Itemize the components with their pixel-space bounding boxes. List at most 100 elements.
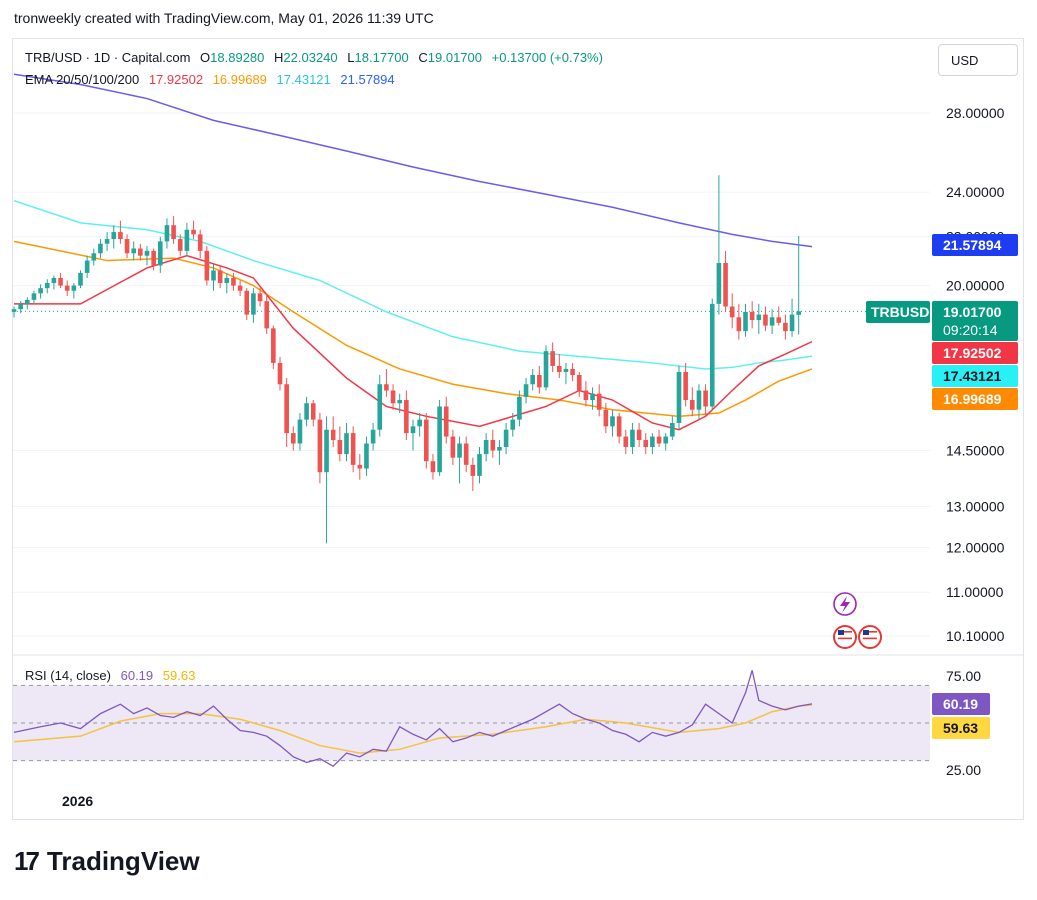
candle-body[interactable] — [377, 384, 383, 430]
candle-body[interactable] — [257, 293, 263, 302]
candle-body[interactable] — [590, 393, 595, 401]
symbol-name[interactable]: TRB/USD · 1D · Capital.com — [25, 50, 191, 65]
candle-body[interactable] — [729, 306, 735, 318]
candle-body[interactable] — [158, 241, 163, 266]
candle-body[interactable] — [264, 301, 269, 329]
ema-label[interactable]: EMA 20/50/100/200 — [25, 72, 140, 87]
candle-body[interactable] — [690, 400, 695, 410]
us-flag-event-icon[interactable] — [858, 625, 882, 649]
candle-body[interactable] — [603, 409, 609, 427]
candle-body[interactable] — [437, 406, 442, 473]
candle-body[interactable] — [317, 419, 323, 473]
candle-body[interactable] — [164, 225, 170, 242]
candle-body[interactable] — [457, 443, 462, 458]
candle-body[interactable] — [789, 314, 795, 332]
candle-body[interactable] — [237, 285, 243, 291]
candle-body[interactable] — [297, 419, 303, 444]
candle-body[interactable] — [796, 311, 801, 315]
candle-body[interactable] — [324, 429, 329, 473]
candle-body[interactable] — [743, 311, 748, 332]
candle-body[interactable] — [503, 429, 509, 447]
candle-body[interactable] — [616, 416, 622, 437]
candle-body[interactable] — [304, 403, 309, 420]
candle-body[interactable] — [91, 253, 97, 261]
candle-body[interactable] — [596, 393, 602, 410]
candle-body[interactable] — [104, 239, 110, 244]
candle-body[interactable] — [550, 351, 555, 366]
candle-body[interactable] — [244, 290, 250, 315]
candle-body[interactable] — [656, 436, 662, 444]
candle-body[interactable] — [131, 248, 136, 254]
candle-body[interactable] — [463, 443, 469, 465]
candle-body[interactable] — [330, 429, 336, 441]
candle-body[interactable] — [683, 371, 688, 401]
candle-body[interactable] — [344, 433, 349, 455]
candle-body[interactable] — [58, 277, 63, 286]
candle-body[interactable] — [144, 250, 150, 256]
candle-body[interactable] — [171, 225, 176, 240]
candle-body[interactable] — [756, 314, 762, 321]
candle-body[interactable] — [537, 375, 542, 388]
candle-body[interactable] — [490, 440, 496, 451]
candle-body[interactable] — [384, 384, 389, 391]
candle-body[interactable] — [98, 243, 103, 254]
candle-body[interactable] — [370, 429, 376, 444]
candle-body[interactable] — [576, 375, 582, 391]
candle-body[interactable] — [610, 416, 615, 427]
candle-body[interactable] — [450, 436, 456, 458]
candle-body[interactable] — [763, 314, 768, 326]
candle-body[interactable] — [470, 464, 476, 476]
candle-body[interactable] — [184, 229, 190, 251]
candle-body[interactable] — [696, 390, 702, 410]
candle-body[interactable] — [217, 270, 223, 284]
rsi-label[interactable]: RSI (14, close) — [25, 668, 111, 683]
candle-body[interactable] — [78, 272, 83, 286]
candle-body[interactable] — [231, 277, 236, 286]
candle-body[interactable] — [583, 390, 589, 401]
candle-body[interactable] — [663, 436, 668, 444]
candle-body[interactable] — [709, 303, 715, 407]
candle-body[interactable] — [337, 440, 343, 455]
candle-body[interactable] — [430, 461, 436, 473]
candle-body[interactable] — [284, 384, 289, 434]
us-flag-event-icon[interactable] — [833, 625, 857, 649]
candle-body[interactable] — [38, 288, 43, 294]
candle-body[interactable] — [18, 303, 23, 310]
candle-body[interactable] — [271, 328, 276, 363]
candle-body[interactable] — [424, 419, 429, 462]
candle-body[interactable] — [364, 443, 369, 469]
candle-body[interactable] — [151, 250, 156, 266]
candle-body[interactable] — [44, 283, 50, 289]
candle-body[interactable] — [623, 436, 629, 447]
candle-body[interactable] — [497, 446, 502, 451]
candle-body[interactable] — [84, 260, 90, 273]
candle-body[interactable] — [749, 311, 755, 321]
candle-body[interactable] — [643, 440, 649, 447]
candle-body[interactable] — [783, 322, 788, 332]
candle-body[interactable] — [64, 285, 70, 291]
candle-body[interactable] — [390, 390, 396, 404]
candle-body[interactable] — [397, 400, 402, 404]
candle-body[interactable] — [543, 351, 549, 388]
candle-body[interactable] — [510, 419, 516, 430]
candle-body[interactable] — [703, 390, 708, 407]
currency-button[interactable]: USD — [938, 44, 1018, 76]
candle-body[interactable] — [517, 396, 522, 420]
candle-body[interactable] — [483, 440, 489, 455]
candle-body[interactable] — [31, 293, 37, 300]
candle-body[interactable] — [636, 429, 642, 441]
candle-body[interactable] — [25, 299, 30, 304]
candle-body[interactable] — [138, 248, 143, 256]
candle-body[interactable] — [124, 239, 130, 254]
candle-body[interactable] — [563, 368, 569, 372]
candle-body[interactable] — [310, 403, 316, 420]
candle-body[interactable] — [11, 309, 17, 312]
candle-body[interactable] — [523, 384, 529, 397]
candle-body[interactable] — [530, 375, 535, 385]
candle-body[interactable] — [204, 250, 210, 281]
candle-body[interactable] — [197, 234, 203, 251]
candle-body[interactable] — [291, 433, 296, 444]
candle-body[interactable] — [71, 285, 77, 291]
candle-body[interactable] — [357, 464, 363, 469]
